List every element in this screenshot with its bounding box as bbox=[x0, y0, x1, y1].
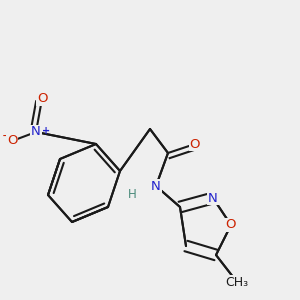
Text: CH₃: CH₃ bbox=[225, 275, 249, 289]
Text: N: N bbox=[151, 179, 161, 193]
Text: O: O bbox=[37, 92, 47, 106]
Text: N: N bbox=[31, 125, 41, 139]
Text: O: O bbox=[7, 134, 17, 148]
Text: O: O bbox=[190, 137, 200, 151]
Text: +: + bbox=[42, 125, 51, 136]
Text: −: − bbox=[1, 130, 12, 143]
Text: O: O bbox=[226, 218, 236, 232]
Text: H: H bbox=[128, 188, 136, 202]
Text: N: N bbox=[208, 191, 218, 205]
